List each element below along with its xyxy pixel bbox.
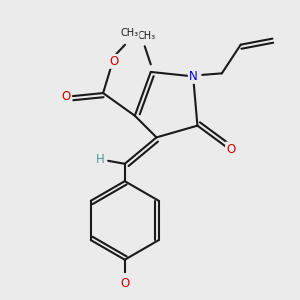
Text: O: O bbox=[120, 277, 129, 290]
Text: N: N bbox=[189, 70, 197, 83]
Text: O: O bbox=[226, 142, 235, 155]
Text: O: O bbox=[61, 90, 71, 103]
Text: CH₃: CH₃ bbox=[121, 28, 139, 38]
Text: O: O bbox=[109, 55, 118, 68]
Text: CH₃: CH₃ bbox=[137, 31, 155, 41]
Text: H: H bbox=[96, 153, 105, 166]
